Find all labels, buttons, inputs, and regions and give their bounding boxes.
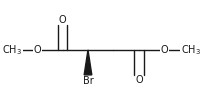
Text: O: O	[160, 45, 168, 55]
Text: Br: Br	[83, 76, 93, 86]
Text: O: O	[135, 75, 143, 85]
Polygon shape	[84, 50, 92, 75]
Text: CH$_3$: CH$_3$	[181, 43, 201, 57]
Text: CH$_3$: CH$_3$	[2, 43, 22, 57]
Text: O: O	[33, 45, 41, 55]
Text: O: O	[59, 15, 66, 25]
